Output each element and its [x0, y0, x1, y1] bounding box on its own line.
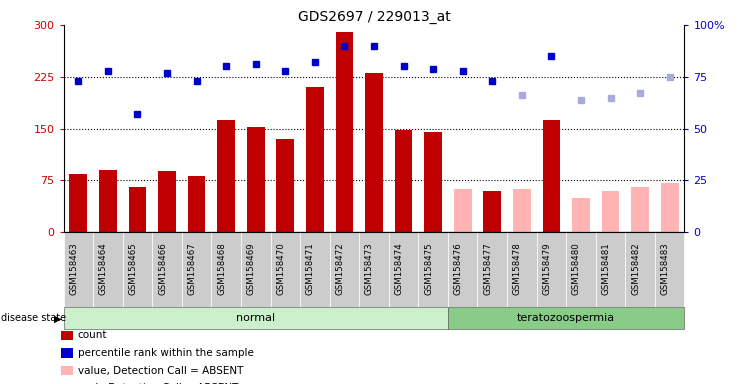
- Bar: [601, 191, 619, 232]
- Bar: [395, 130, 412, 232]
- Bar: [336, 32, 353, 232]
- Text: GSM158483: GSM158483: [660, 242, 669, 295]
- Bar: [158, 172, 176, 232]
- Bar: [572, 198, 590, 232]
- Bar: [277, 139, 294, 232]
- Text: normal: normal: [236, 313, 275, 323]
- Text: disease state: disease state: [1, 313, 66, 323]
- Text: GSM158467: GSM158467: [188, 242, 197, 295]
- Text: GSM158480: GSM158480: [572, 242, 581, 295]
- Bar: [365, 73, 383, 232]
- Text: GSM158482: GSM158482: [631, 242, 640, 295]
- Bar: [542, 120, 560, 232]
- Bar: [513, 189, 530, 232]
- Text: GSM158475: GSM158475: [424, 242, 433, 295]
- Text: GSM158464: GSM158464: [99, 242, 108, 295]
- Text: GSM158473: GSM158473: [365, 242, 374, 295]
- Bar: [218, 120, 235, 232]
- Text: GSM158474: GSM158474: [394, 242, 404, 295]
- Text: GSM158463: GSM158463: [70, 242, 79, 295]
- Bar: [454, 189, 471, 232]
- Text: GSM158479: GSM158479: [542, 242, 551, 295]
- Bar: [306, 87, 324, 232]
- Text: GSM158472: GSM158472: [335, 242, 344, 295]
- Text: GSM158468: GSM158468: [217, 242, 226, 295]
- Bar: [631, 187, 649, 232]
- Bar: [99, 170, 117, 232]
- Text: GDS2697 / 229013_at: GDS2697 / 229013_at: [298, 10, 450, 23]
- Text: ▶: ▶: [54, 313, 61, 323]
- Text: GSM158481: GSM158481: [601, 242, 610, 295]
- Bar: [660, 182, 678, 232]
- Text: value, Detection Call = ABSENT: value, Detection Call = ABSENT: [78, 366, 243, 376]
- Text: GSM158466: GSM158466: [158, 242, 167, 295]
- Bar: [247, 127, 265, 232]
- Text: GSM158470: GSM158470: [276, 242, 285, 295]
- Text: GSM158469: GSM158469: [247, 242, 256, 295]
- Bar: [129, 187, 147, 232]
- Text: GSM158471: GSM158471: [306, 242, 315, 295]
- Bar: [424, 132, 442, 232]
- Text: GSM158465: GSM158465: [129, 242, 138, 295]
- Text: percentile rank within the sample: percentile rank within the sample: [78, 348, 254, 358]
- Text: GSM158477: GSM158477: [483, 242, 492, 295]
- Bar: [188, 175, 206, 232]
- Text: GSM158478: GSM158478: [513, 242, 522, 295]
- Text: rank, Detection Call = ABSENT: rank, Detection Call = ABSENT: [78, 383, 238, 384]
- Bar: [483, 191, 501, 232]
- Bar: [70, 174, 88, 232]
- Text: GSM158476: GSM158476: [454, 242, 463, 295]
- Text: count: count: [78, 330, 107, 340]
- Text: teratozoospermia: teratozoospermia: [517, 313, 615, 323]
